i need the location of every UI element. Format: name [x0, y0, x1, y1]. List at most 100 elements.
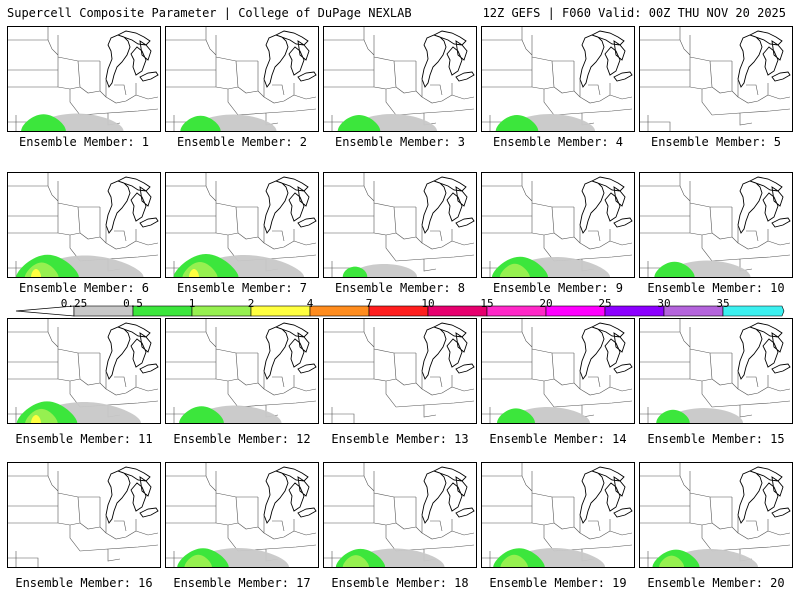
ensemble-member-label: Ensemble Member: 17	[173, 576, 311, 590]
ensemble-member-label: Ensemble Member: 8	[334, 281, 466, 295]
scp-contour-1	[659, 555, 685, 567]
colorbar-tick-label: 1	[188, 297, 196, 310]
great-lakes-outline	[105, 322, 159, 380]
ensemble-member-label: Ensemble Member: 9	[492, 281, 624, 295]
great-lakes-outline	[579, 322, 633, 380]
colorbar-tick-label: 7	[365, 297, 373, 310]
ensemble-member-label: Ensemble Member: 7	[176, 281, 308, 295]
ensemble-member-label: Ensemble Member: 1	[18, 135, 150, 149]
ensemble-member-label: Ensemble Member: 6	[18, 281, 150, 295]
scp-contour-0.5	[497, 408, 535, 423]
scp-contour-0.5	[342, 266, 368, 277]
great-lakes-outline	[737, 30, 791, 88]
state-boundaries	[324, 319, 475, 423]
ensemble-member-panel	[481, 26, 635, 132]
ensemble-member-panel	[165, 318, 319, 424]
basemap	[8, 319, 159, 423]
great-lakes-outline	[263, 176, 317, 234]
state-boundaries	[640, 27, 791, 131]
colorbar-tick-label: 0.5	[123, 297, 143, 310]
great-lakes-outline	[737, 176, 791, 234]
scp-contour-0.5	[337, 115, 381, 131]
ensemble-member-panel	[481, 172, 635, 278]
basemap	[8, 27, 159, 131]
colorbar-segment	[722, 305, 785, 317]
scp-contour-0.5	[495, 115, 539, 131]
colorbar-segment	[663, 305, 724, 317]
scp-contour-0.5	[179, 406, 224, 423]
state-boundaries	[8, 463, 159, 567]
scp-contour-1	[499, 263, 530, 277]
colorbar-segment	[604, 305, 665, 317]
ensemble-member-label: Ensemble Member: 4	[492, 135, 624, 149]
great-lakes-outline	[421, 466, 475, 524]
great-lakes-outline	[421, 322, 475, 380]
colorbar-tick-label: 30	[657, 297, 671, 310]
ensemble-member-panel	[639, 172, 793, 278]
ensemble-member-panel	[323, 318, 477, 424]
scp-contour-0.5	[654, 261, 695, 277]
colorbar-segment	[250, 305, 311, 317]
ensemble-member-panel	[481, 318, 635, 424]
basemap	[324, 463, 475, 567]
ensemble-member-panel	[7, 26, 161, 132]
scp-contour-0.5	[180, 115, 221, 131]
ensemble-member-panel	[323, 462, 477, 568]
basemap	[482, 173, 633, 277]
great-lakes-outline	[421, 30, 475, 88]
colorbar	[15, 305, 785, 317]
great-lakes-outline	[105, 466, 159, 524]
colorbar-tick-label: 15	[480, 297, 494, 310]
colorbar-tick-label: 10	[421, 297, 435, 310]
ensemble-member-panel	[7, 172, 161, 278]
basemap	[166, 319, 317, 423]
colorbar-tick-label: 25	[598, 297, 612, 310]
ensemble-member-label: Ensemble Member: 16	[15, 576, 153, 590]
ensemble-member-label: Ensemble Member: 20	[647, 576, 785, 590]
great-lakes-outline	[263, 30, 317, 88]
ensemble-member-label: Ensemble Member: 18	[331, 576, 469, 590]
colorbar-segment	[427, 305, 488, 317]
ensemble-member-label: Ensemble Member: 12	[173, 432, 311, 446]
scp-contour-1	[500, 554, 528, 567]
great-lakes-outline	[105, 30, 159, 88]
basemap	[324, 27, 475, 131]
basemap	[166, 463, 317, 567]
ensemble-member-panel	[639, 318, 793, 424]
great-lakes-outline	[579, 176, 633, 234]
colorbar-tick-label: 0.25	[60, 297, 88, 310]
great-lakes-outline	[263, 466, 317, 524]
ensemble-member-panel	[481, 462, 635, 568]
basemap	[482, 27, 633, 131]
basemap	[640, 319, 791, 423]
ensemble-member-label: Ensemble Member: 15	[647, 432, 785, 446]
colorbar-segment	[486, 305, 547, 317]
ensemble-member-label: Ensemble Member: 2	[176, 135, 308, 149]
scp-contour-0.5	[21, 114, 66, 131]
ensemble-member-label: Ensemble Member: 3	[334, 135, 466, 149]
scp-contour-0.25	[351, 264, 417, 277]
scp-contour-0.5	[656, 409, 690, 423]
ensemble-member-panel	[323, 172, 477, 278]
great-lakes-outline	[579, 466, 633, 524]
colorbar-segment	[309, 305, 370, 317]
ensemble-member-panel	[165, 462, 319, 568]
ensemble-member-panel	[323, 26, 477, 132]
great-lakes-outline	[263, 322, 317, 380]
ensemble-member-label: Ensemble Member: 19	[489, 576, 627, 590]
basemap	[8, 463, 159, 567]
ensemble-member-panel	[7, 318, 161, 424]
great-lakes-outline	[105, 176, 159, 234]
scp-contour-1	[342, 555, 370, 567]
colorbar-segment	[191, 305, 252, 317]
ensemble-member-panel	[7, 462, 161, 568]
basemap	[8, 173, 159, 277]
scp-contour-1	[184, 554, 212, 567]
basemap	[482, 463, 633, 567]
colorbar-tick-label: 20	[539, 297, 553, 310]
great-lakes-outline	[737, 322, 791, 380]
basemap	[640, 173, 791, 277]
basemap	[482, 319, 633, 423]
scp-contour-2	[189, 269, 199, 277]
colorbar-tick-label: 2	[247, 297, 255, 310]
